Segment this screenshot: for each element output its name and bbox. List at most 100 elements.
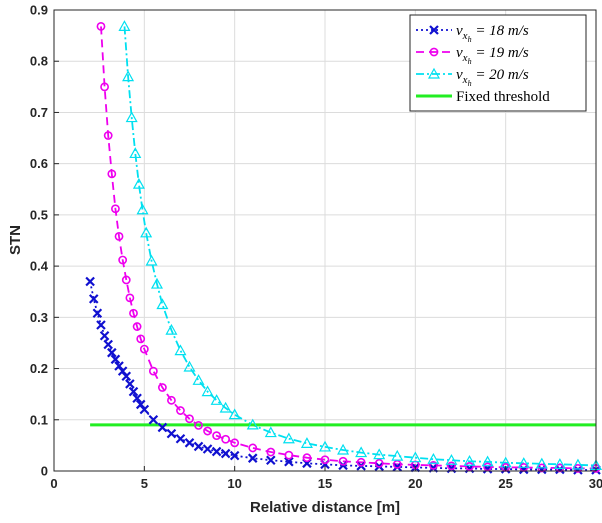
data-point-s1 — [136, 334, 146, 344]
data-point-s0 — [184, 438, 195, 448]
data-point-s2 — [150, 277, 163, 289]
x-tick-label: 5 — [141, 476, 148, 491]
data-point-s1 — [356, 457, 366, 467]
data-point-s1 — [465, 461, 474, 471]
data-point-s0 — [247, 453, 258, 463]
data-point-s0 — [139, 404, 150, 415]
data-point-s2 — [125, 111, 138, 123]
data-point-s2 — [192, 374, 205, 385]
data-point-s2 — [463, 455, 476, 466]
data-point-s0 — [157, 422, 168, 433]
data-point-s1 — [230, 438, 240, 448]
data-point-s1 — [111, 204, 120, 214]
data-point-s1 — [129, 308, 138, 318]
data-point-s2 — [122, 70, 135, 82]
data-point-s0 — [220, 448, 231, 459]
data-point-s2 — [282, 432, 295, 444]
data-point-s2 — [145, 254, 158, 266]
data-point-s0 — [175, 433, 186, 444]
data-point-s2 — [129, 147, 142, 159]
data-point-s1 — [148, 366, 158, 376]
y-axis-label: STN — [7, 225, 24, 255]
x-tick-label: 30 — [589, 476, 602, 491]
data-point-s1 — [125, 293, 135, 303]
legend-label-3: Fixed threshold — [456, 89, 550, 105]
data-point-s1 — [266, 447, 276, 457]
legend-marker-2 — [427, 67, 441, 79]
x-tick-label: 20 — [408, 476, 422, 491]
data-point-s0 — [148, 415, 159, 425]
data-point-s2 — [156, 298, 169, 310]
data-point-s2 — [445, 454, 458, 465]
data-point-s0 — [132, 393, 142, 404]
data-point-s1 — [167, 395, 176, 405]
data-point-s2 — [165, 323, 178, 335]
y-tick-label: 0.1 — [30, 412, 48, 427]
data-point-s1 — [374, 458, 384, 468]
y-tick-label: 0.3 — [30, 310, 48, 325]
x-tick-label: 25 — [498, 476, 512, 491]
y-tick-label: 0.7 — [30, 105, 48, 120]
data-point-s2 — [264, 426, 277, 438]
data-point-s1 — [320, 455, 330, 465]
data-point-s0 — [202, 444, 213, 454]
data-point-s2 — [219, 401, 232, 413]
data-point-s0 — [284, 457, 294, 467]
data-point-s2 — [337, 443, 350, 455]
data-point-s0 — [125, 379, 135, 389]
data-point-s1 — [96, 21, 106, 31]
data-point-s0 — [121, 371, 132, 382]
data-point-s2 — [132, 177, 145, 189]
data-point-s0 — [211, 446, 222, 457]
data-point-s1 — [248, 443, 258, 453]
data-point-s2 — [201, 385, 214, 397]
data-point-s2 — [409, 451, 422, 463]
data-point-s0 — [85, 276, 95, 287]
data-point-s1 — [114, 232, 124, 241]
data-point-s1 — [447, 461, 456, 471]
data-point-s1 — [212, 431, 221, 441]
data-point-s1 — [428, 460, 438, 470]
data-point-s0 — [103, 339, 113, 350]
x-axis-label: Relative distance [m] — [250, 499, 400, 516]
data-point-s0 — [193, 441, 204, 452]
data-point-s2 — [174, 344, 187, 356]
data-point-s2 — [183, 360, 196, 372]
data-point-s2 — [535, 457, 548, 469]
data-point-s1 — [139, 344, 149, 354]
y-tick-label: 0.8 — [30, 54, 48, 69]
data-point-s1 — [203, 426, 212, 436]
legend-marker-1 — [429, 47, 439, 57]
data-point-s2 — [373, 448, 386, 460]
y-tick-label: 0 — [41, 464, 48, 479]
data-point-s1 — [221, 434, 231, 444]
x-tick-label: 15 — [318, 476, 332, 491]
data-point-s0 — [107, 347, 117, 358]
data-point-s2 — [355, 446, 368, 458]
data-point-s1 — [176, 406, 185, 415]
data-point-s0 — [99, 330, 110, 341]
data-point-s0 — [88, 294, 99, 304]
data-point-s0 — [266, 455, 276, 466]
data-point-s1 — [121, 275, 131, 285]
data-point-s1 — [118, 255, 128, 265]
data-point-s1 — [338, 456, 348, 466]
data-point-s1 — [185, 414, 194, 424]
data-point-s1 — [107, 169, 117, 179]
data-point-s2 — [517, 457, 530, 468]
data-point-s2 — [118, 20, 131, 31]
data-point-s2 — [246, 418, 259, 430]
data-point-s2 — [571, 458, 584, 470]
legend-label-2: vxh = 20 m/s — [456, 67, 529, 88]
data-point-s2 — [136, 203, 149, 215]
data-point-s2 — [300, 437, 313, 448]
data-point-s1 — [100, 82, 109, 92]
data-point-s1 — [302, 453, 312, 463]
x-axis-ticks: 0 5 10 15 20 25 30 — [50, 466, 602, 491]
data-point-s2 — [318, 440, 332, 452]
legend-label-0: vxh = 18 m/s — [456, 23, 529, 44]
series-line-1 — [100, 26, 596, 470]
data-point-s1 — [157, 383, 167, 392]
